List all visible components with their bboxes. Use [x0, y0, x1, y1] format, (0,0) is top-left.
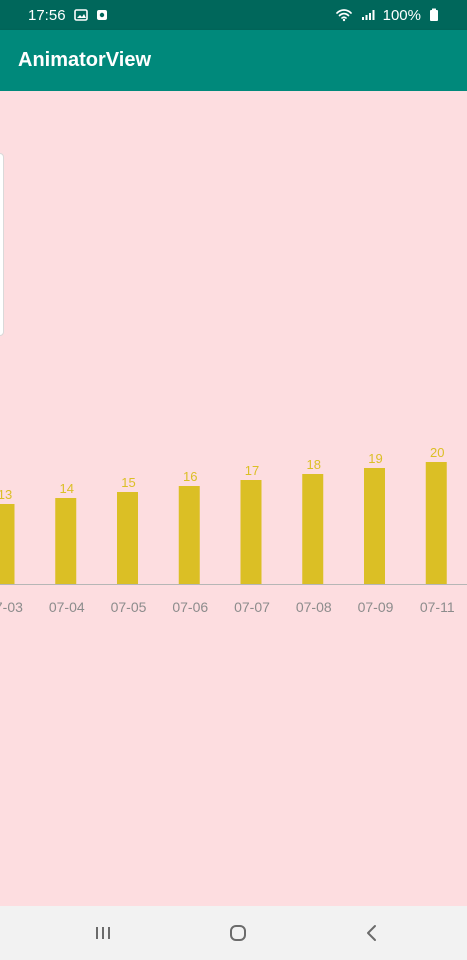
bar-value-label-07-06: 16: [183, 469, 197, 484]
bar-07-07: [240, 480, 262, 584]
bar-value-label-07-03: 13: [0, 487, 12, 502]
bar-07-08: [302, 474, 324, 584]
back-button[interactable]: [359, 920, 385, 946]
bar-07-04: [55, 498, 77, 584]
bar-chart: 13 07-03 14 07-04 15 07-05 16 07-06 17 07-07 18 07-…: [0, 445, 467, 615]
recent-apps-icon: [96, 927, 110, 939]
bar-value-label-07-05: 15: [121, 475, 135, 490]
bar-07-06: [178, 486, 200, 584]
battery-icon: [429, 8, 439, 22]
x-tick-label-07-07: 07-07: [234, 599, 270, 615]
x-tick-label-07-04: 07-04: [49, 599, 85, 615]
status-bar-left: 17:56: [28, 7, 108, 24]
status-time: 17:56: [28, 6, 66, 24]
x-tick-label-07-06: 07-06: [172, 599, 208, 615]
x-tick-label-07-03: 07-03: [0, 599, 23, 615]
bar-07-09: [364, 468, 385, 584]
battery-percentage: 100%: [382, 6, 421, 24]
home-button[interactable]: [225, 920, 251, 946]
recent-apps-button[interactable]: [90, 920, 116, 946]
bar-value-label-07-11: 20: [430, 445, 444, 460]
x-tick-label-07-11: 07-11: [420, 599, 455, 615]
back-icon: [367, 925, 376, 941]
home-icon: [229, 925, 246, 941]
status-bar: 17:56: [0, 0, 467, 30]
gallery-icon: [73, 9, 88, 21]
status-bar-right: 100%: [335, 7, 439, 24]
bar-value-label-07-04: 14: [60, 481, 74, 496]
page-title: AnimatorView: [18, 49, 151, 71]
bar-07-03: [0, 504, 15, 584]
wifi-icon: [335, 8, 353, 22]
notification-icon: [96, 9, 108, 21]
content-area: 13 07-03 14 07-04 15 07-05 16 07-06 17 07-07 18 07-…: [0, 91, 467, 906]
x-tick-label-07-08: 07-08: [296, 599, 332, 615]
navigation-bar: [0, 906, 467, 960]
bar-value-label-07-09: 19: [368, 451, 382, 466]
x-tick-label-07-09: 07-09: [358, 599, 394, 615]
bar-value-label-07-07: 17: [245, 463, 259, 478]
bar-value-label-07-08: 18: [307, 457, 321, 472]
app-bar: AnimatorView: [0, 30, 467, 91]
bar-07-11: [425, 462, 447, 584]
bar-07-05: [117, 492, 138, 584]
signal-icon: [361, 9, 375, 21]
x-tick-label-07-05: 07-05: [111, 599, 147, 615]
